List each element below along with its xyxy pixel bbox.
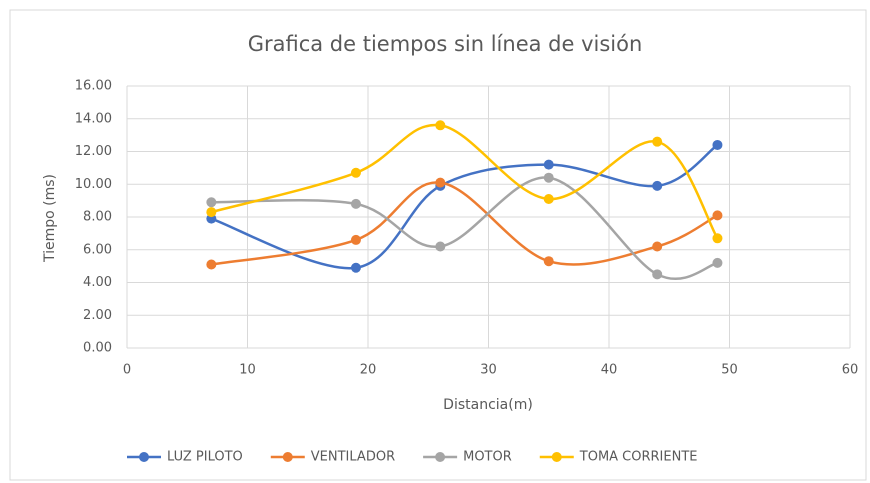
data-point xyxy=(712,139,723,150)
data-point xyxy=(543,159,554,170)
data-point xyxy=(712,210,723,221)
x-tick-label: 10 xyxy=(239,363,256,378)
x-tick-label: 40 xyxy=(601,363,618,378)
data-point xyxy=(712,257,723,268)
data-point xyxy=(435,177,446,188)
y-tick-label: 4.00 xyxy=(83,275,112,290)
y-tick-label: 14.00 xyxy=(75,111,112,126)
data-point xyxy=(652,136,663,147)
data-point xyxy=(350,234,361,245)
chart-title: Grafica de tiempos sin línea de visión xyxy=(248,32,643,56)
data-point xyxy=(350,167,361,178)
data-point xyxy=(543,193,554,204)
data-point xyxy=(350,262,361,273)
data-point xyxy=(543,256,554,267)
data-point xyxy=(652,269,663,280)
y-tick-label: 10.00 xyxy=(75,177,112,192)
legend-label: MOTOR xyxy=(463,450,512,465)
data-point xyxy=(435,120,446,131)
x-tick-label: 50 xyxy=(721,363,738,378)
data-point xyxy=(435,241,446,252)
legend-marker xyxy=(435,452,446,462)
x-tick-label: 30 xyxy=(480,363,497,378)
y-tick-label: 8.00 xyxy=(83,210,112,225)
data-point xyxy=(206,259,217,270)
y-tick-label: 2.00 xyxy=(83,308,112,323)
y-tick-label: 6.00 xyxy=(83,242,112,257)
y-tick-label: 12.00 xyxy=(75,144,112,159)
data-point xyxy=(712,233,723,244)
data-point xyxy=(652,180,663,191)
data-point xyxy=(206,197,217,208)
x-tick-label: 20 xyxy=(360,363,377,378)
x-tick-label: 0 xyxy=(123,363,131,378)
x-axis-label: Distancia(m) xyxy=(443,397,533,413)
y-tick-label: 16.00 xyxy=(75,79,112,94)
legend-label: LUZ PILOTO xyxy=(167,450,243,465)
legend-marker xyxy=(551,452,562,462)
data-point xyxy=(652,241,663,252)
y-tick-label: 0.00 xyxy=(83,341,112,356)
x-tick-label: 60 xyxy=(842,363,859,378)
data-point xyxy=(543,172,554,183)
data-point xyxy=(206,207,217,218)
legend-label: TOMA CORRIENTE xyxy=(579,450,698,465)
legend-marker xyxy=(139,452,149,462)
y-axis-label: Tiempo (ms) xyxy=(42,174,58,263)
series-line xyxy=(211,123,719,239)
legend-label: VENTILADOR xyxy=(311,450,395,465)
legend-marker xyxy=(282,452,293,462)
data-point xyxy=(350,198,361,209)
